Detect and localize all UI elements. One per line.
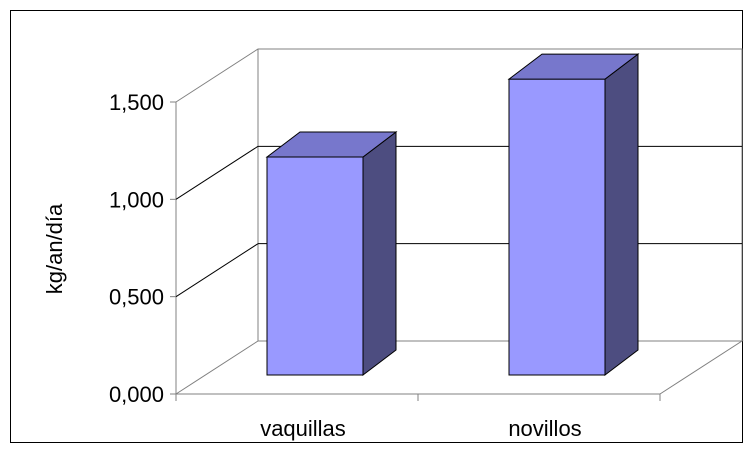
bar-top bbox=[265, 131, 398, 158]
bar-top bbox=[507, 53, 640, 80]
bar-front bbox=[266, 156, 364, 376]
y-axis-ticks: 0,000 0,500 1,000 1,500 bbox=[109, 90, 176, 407]
y-tick-label: 0,500 bbox=[109, 285, 164, 310]
bar-front bbox=[508, 78, 606, 376]
back-wall-edge bbox=[175, 48, 743, 341]
y-tick-label: 0,000 bbox=[109, 382, 164, 407]
y-axis-title: kg/an/día bbox=[42, 203, 67, 294]
bar-side bbox=[362, 130, 397, 377]
bar-vaquillas bbox=[265, 130, 398, 377]
bar-novillos bbox=[507, 53, 640, 377]
y-tick-label: 1,000 bbox=[109, 187, 164, 212]
floor-edge bbox=[175, 340, 744, 395]
gridline-side bbox=[175, 243, 259, 298]
x-axis-labels: vaquillas novillos bbox=[260, 416, 581, 441]
chart-area: 0,000 0,500 1,000 1,500 vaquillas novillos k… bbox=[10, 10, 744, 443]
y-tick-label: 1,500 bbox=[109, 90, 164, 115]
x-category-label: vaquillas bbox=[260, 416, 346, 441]
gridline-side bbox=[175, 145, 259, 200]
chart-walls bbox=[175, 48, 744, 401]
bars bbox=[265, 53, 640, 377]
bar-side bbox=[604, 53, 639, 377]
x-category-label: novillos bbox=[508, 416, 581, 441]
gridlines bbox=[175, 145, 742, 298]
